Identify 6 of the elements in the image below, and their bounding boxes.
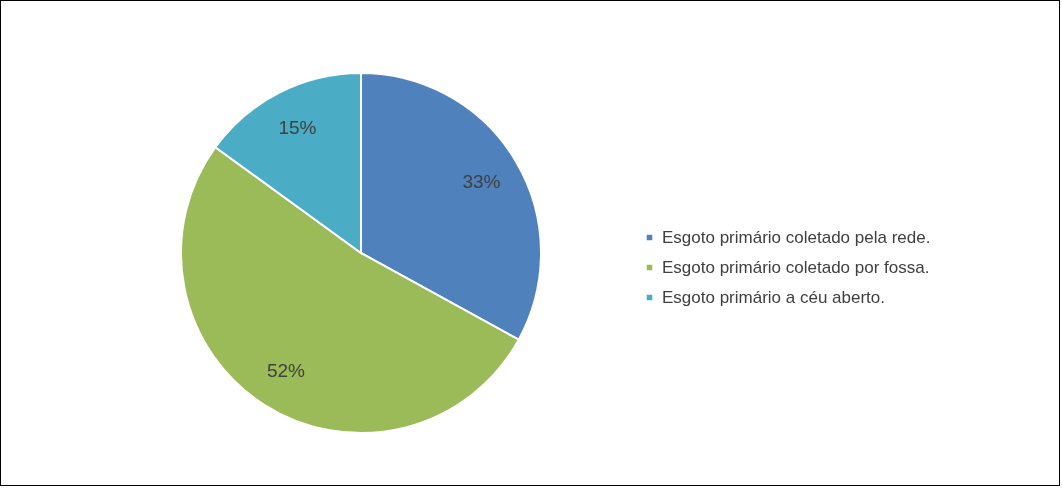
data-label: 52% xyxy=(266,360,306,382)
legend-label: Esgoto primário coletado pela rede. xyxy=(662,227,931,247)
data-label: 33% xyxy=(462,170,501,192)
legend-label: Esgoto primário coletado por fossa. xyxy=(662,257,930,277)
legend-label: Esgoto primário a céu aberto. xyxy=(662,287,886,307)
data-label: 15% xyxy=(278,117,317,139)
